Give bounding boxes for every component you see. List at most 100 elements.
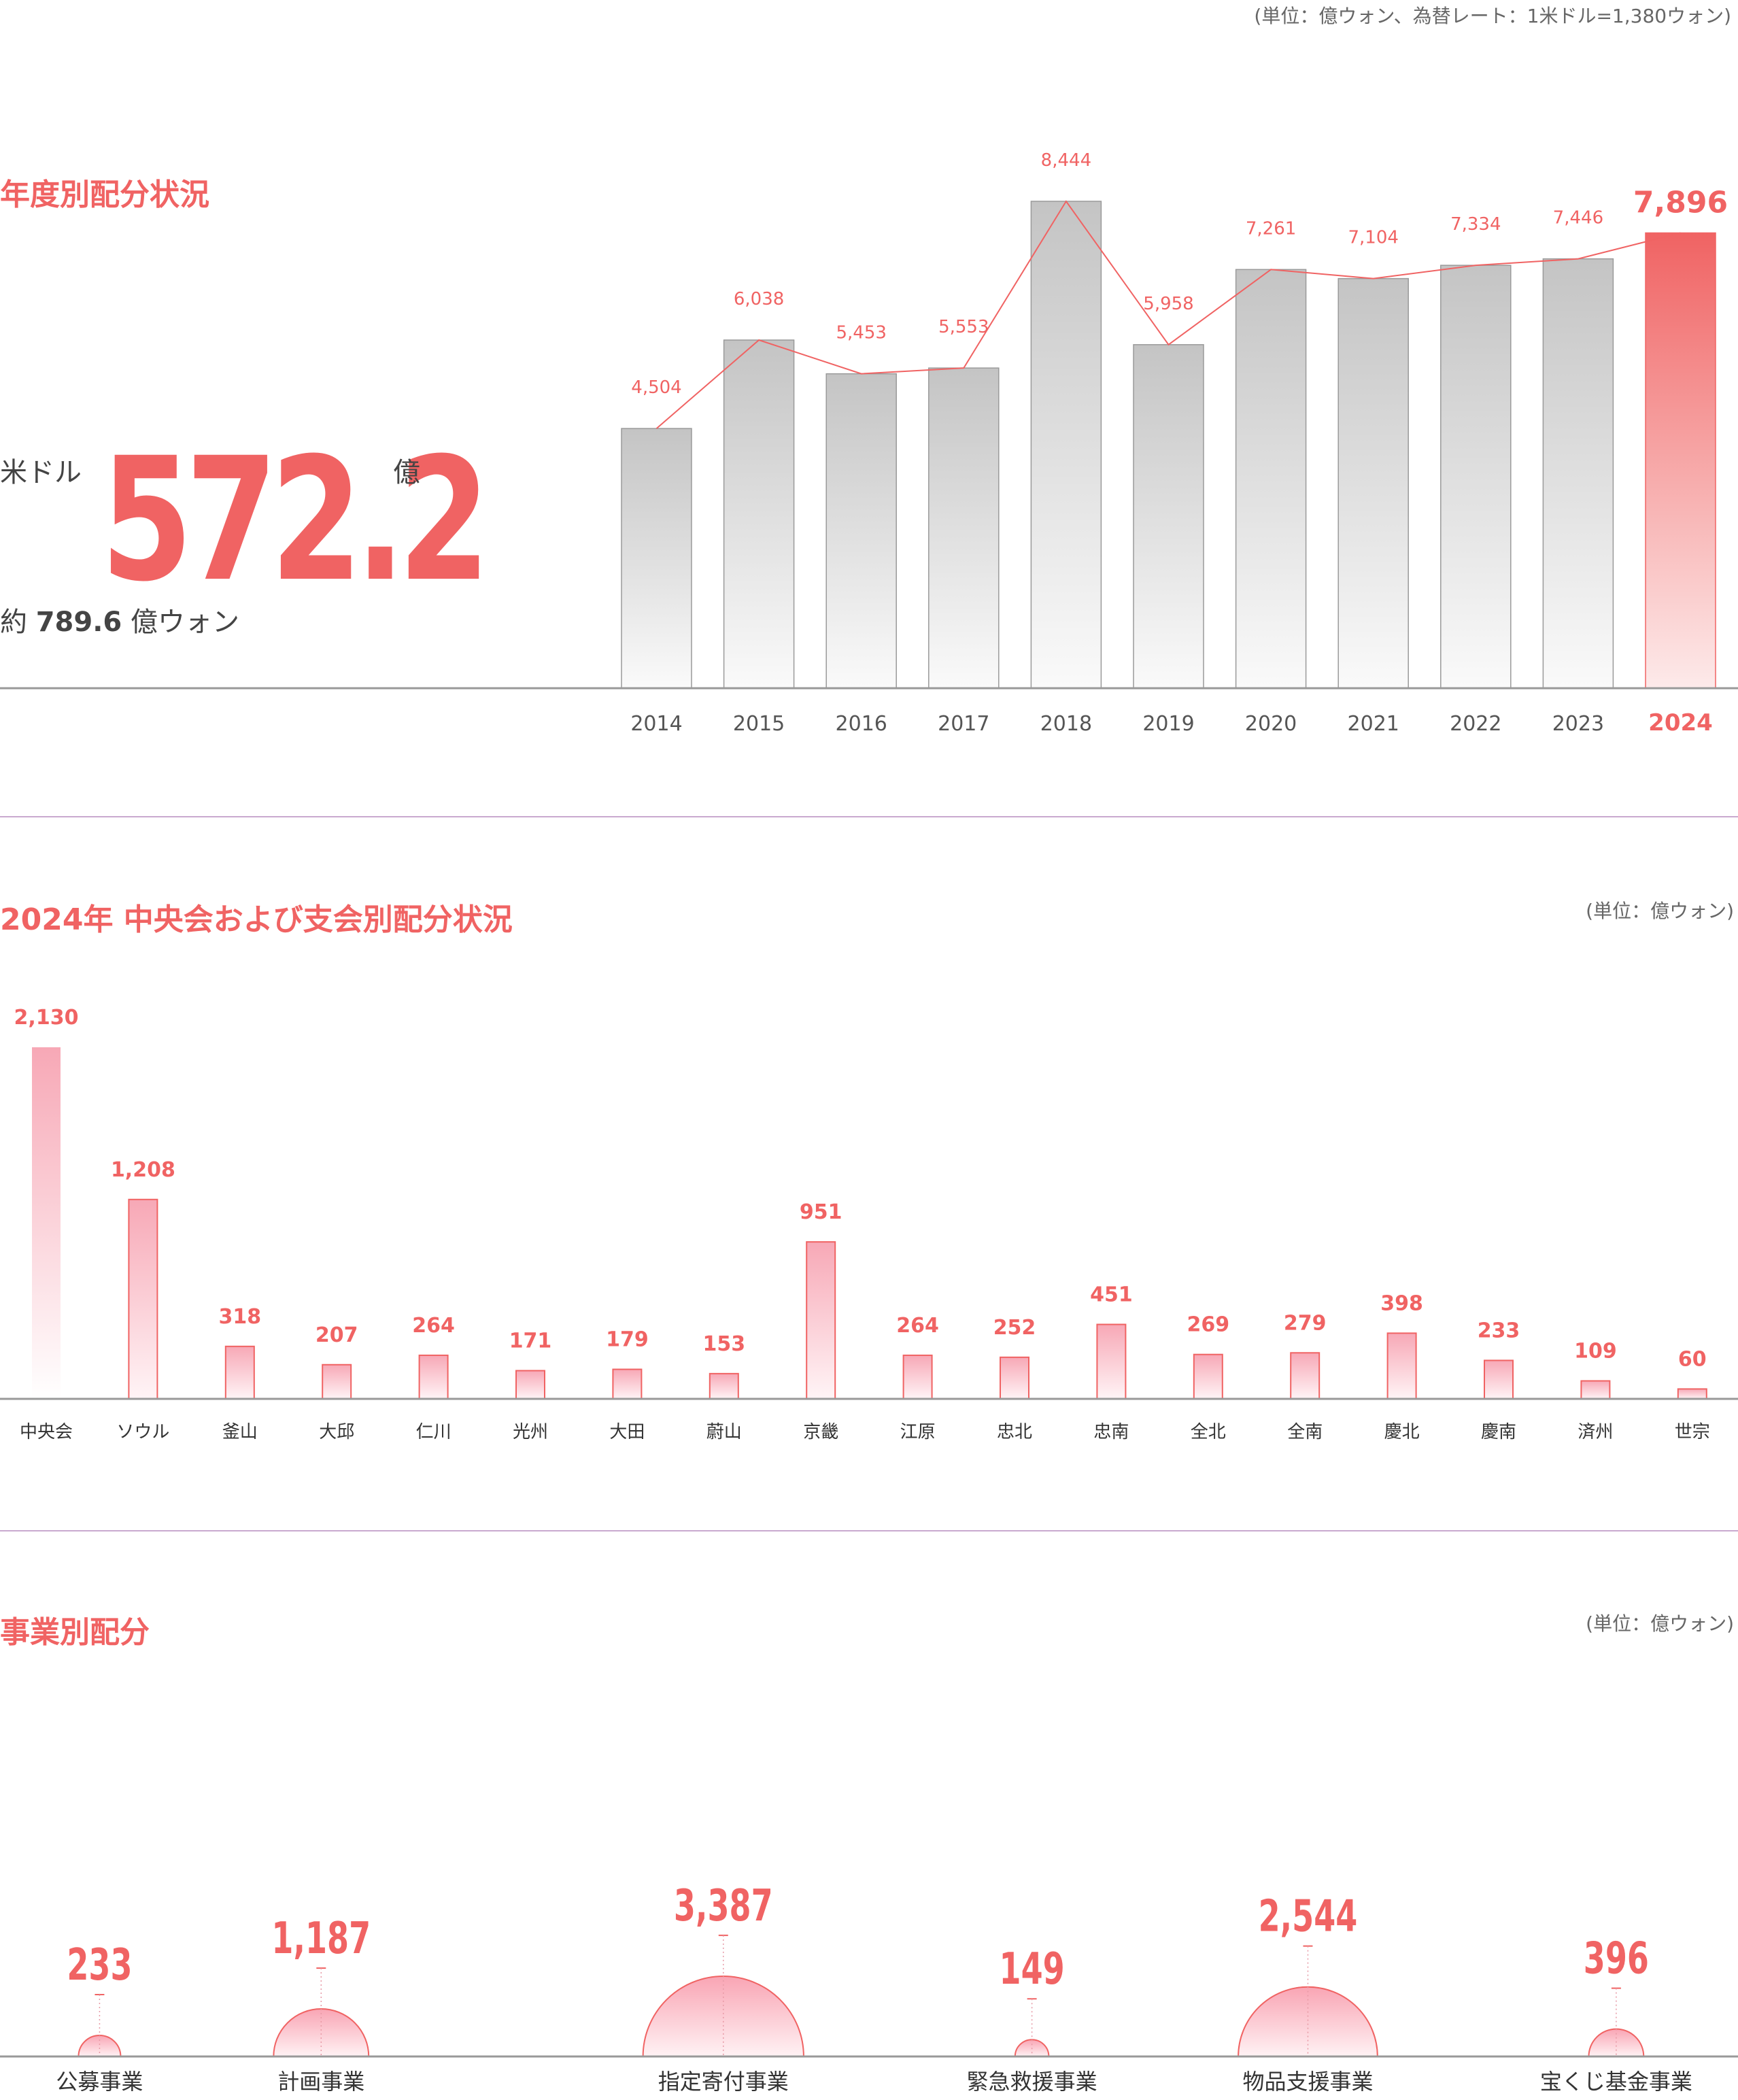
branch-label-済州: 済州 bbox=[1578, 1422, 1613, 1442]
branch-value-慶南: 233 bbox=[1478, 1319, 1520, 1342]
section-title-business: 事業別配分 bbox=[0, 1615, 150, 1650]
branch-value-全南: 279 bbox=[1284, 1311, 1327, 1335]
branch-value-全北: 269 bbox=[1187, 1313, 1229, 1337]
branch-value-中央会: 2,130 bbox=[14, 1006, 79, 1030]
dome-label-緊急救援事業: 緊急救援事業 bbox=[967, 2069, 1097, 2095]
dome-指定寄付事業 bbox=[642, 1976, 804, 2057]
value-label-2021: 7,104 bbox=[1348, 228, 1398, 248]
trend-line bbox=[655, 200, 1681, 429]
bar-2021 bbox=[1337, 277, 1409, 689]
branch-value-世宗: 60 bbox=[1678, 1347, 1707, 1371]
branch-value-ソウル: 1,208 bbox=[111, 1158, 175, 1182]
dome-value-計画事業: 1,187 bbox=[271, 1914, 371, 1965]
branch-label-仁川: 仁川 bbox=[416, 1422, 451, 1442]
x-label-2023: 2023 bbox=[1552, 712, 1604, 736]
branch-bar-忠北 bbox=[1000, 1356, 1029, 1400]
bar-2016 bbox=[825, 373, 897, 689]
x-label-2020: 2020 bbox=[1245, 712, 1297, 736]
branch-bar-ソウル bbox=[128, 1198, 158, 1400]
bar-2015 bbox=[723, 339, 795, 689]
dome-label-宝くじ基金事業: 宝くじ基金事業 bbox=[1540, 2069, 1692, 2095]
big-value-prefix: 米ドル bbox=[0, 457, 82, 488]
big-value: 572.2 bbox=[101, 421, 490, 619]
dome-label-物品支援事業: 物品支援事業 bbox=[1242, 2069, 1373, 2095]
branch-bar-慶南 bbox=[1484, 1359, 1514, 1400]
branch-label-京畿: 京畿 bbox=[803, 1422, 838, 1442]
big-value-suffix: 億 bbox=[393, 457, 420, 488]
branch-label-全北: 全北 bbox=[1191, 1422, 1226, 1442]
branch-bar-忠南 bbox=[1096, 1323, 1127, 1400]
dome-物品支援事業 bbox=[1238, 1986, 1378, 2057]
dome-value-宝くじ基金事業: 396 bbox=[1584, 1933, 1649, 1984]
branch-value-大田: 179 bbox=[606, 1328, 649, 1352]
bar-2023 bbox=[1542, 258, 1614, 689]
branch-value-慶北: 398 bbox=[1380, 1291, 1423, 1315]
x-label-2019: 2019 bbox=[1142, 712, 1194, 736]
business-chart: 233 公募事業 1,187 計画事業 3,387 指定寄付事業 149 緊急救援事業 2,54… bbox=[0, 1880, 1738, 2095]
branch-bar-全北 bbox=[1193, 1353, 1223, 1400]
bar-2017 bbox=[928, 367, 1000, 689]
dome-value-物品支援事業: 2,544 bbox=[1259, 1891, 1358, 1942]
branch-label-慶南: 慶南 bbox=[1481, 1422, 1516, 1442]
dome-value-緊急救援事業: 149 bbox=[1000, 1944, 1065, 1995]
dome-label-指定寄付事業: 指定寄付事業 bbox=[658, 2069, 789, 2095]
branch-label-蔚山: 蔚山 bbox=[706, 1422, 742, 1442]
dome-label-公募事業: 公募事業 bbox=[56, 2069, 143, 2095]
branch-chart: 2,130 中央会 1,208 ソウル 318 釜山 207 大邱 264 仁川 171 光州 179 大… bbox=[0, 1006, 1738, 1442]
value-label-2023: 7,446 bbox=[1553, 208, 1603, 228]
dome-計画事業 bbox=[273, 2008, 370, 2057]
x-label-2017: 2017 bbox=[938, 712, 989, 736]
branch-label-忠北: 忠北 bbox=[997, 1422, 1032, 1442]
exchange-rate-note: (単位：億ウォン、為替レート：1米ドル=1,380ウォン) bbox=[1254, 5, 1731, 27]
unit-note-business: (単位：億ウォン) bbox=[1586, 1612, 1734, 1635]
branch-bar-大田 bbox=[612, 1368, 643, 1400]
branch-bar-慶北 bbox=[1386, 1332, 1417, 1400]
branch-value-忠南: 451 bbox=[1090, 1283, 1133, 1307]
branch-value-光州: 171 bbox=[509, 1329, 552, 1353]
branch-bar-全南 bbox=[1290, 1352, 1320, 1400]
branch-bar-仁川 bbox=[418, 1354, 449, 1400]
bar-2019 bbox=[1133, 344, 1204, 689]
branch-value-蔚山: 153 bbox=[702, 1332, 745, 1356]
value-label-2017: 5,553 bbox=[938, 317, 989, 337]
branch-bar-京畿 bbox=[806, 1241, 836, 1400]
x-label-2014: 2014 bbox=[630, 712, 682, 736]
approx-value: 789.6 bbox=[35, 607, 122, 638]
branch-label-慶北: 慶北 bbox=[1384, 1422, 1420, 1442]
branch-label-釜山: 釜山 bbox=[222, 1422, 258, 1442]
branch-label-光州: 光州 bbox=[513, 1422, 548, 1442]
divider-2 bbox=[0, 1530, 1738, 1531]
branch-value-済州: 109 bbox=[1574, 1340, 1617, 1364]
bar-2020 bbox=[1235, 269, 1307, 689]
branch-bar-中央会 bbox=[32, 1047, 61, 1399]
branch-label-世宗: 世宗 bbox=[1675, 1422, 1710, 1442]
dome-label-計画事業: 計画事業 bbox=[277, 2069, 364, 2095]
x-label-2021: 2021 bbox=[1348, 712, 1399, 736]
value-label-2024: 7,896 bbox=[1633, 185, 1728, 220]
value-label-2014: 4,504 bbox=[631, 377, 681, 398]
branch-bar-光州 bbox=[515, 1370, 545, 1400]
branch-bar-蔚山 bbox=[709, 1372, 739, 1400]
value-label-2019: 5,958 bbox=[1143, 294, 1193, 314]
branch-label-全南: 全南 bbox=[1287, 1422, 1323, 1442]
dome-value-指定寄付事業: 3,387 bbox=[674, 1880, 773, 1931]
value-label-2015: 6,038 bbox=[734, 289, 784, 309]
approx-value-line: 約 789.6 億ウォン bbox=[0, 600, 239, 639]
x-label-2022: 2022 bbox=[1450, 712, 1501, 736]
value-label-2016: 5,453 bbox=[836, 323, 886, 343]
x-label-2024: 2024 bbox=[1648, 709, 1713, 736]
branch-label-大邱: 大邱 bbox=[319, 1422, 354, 1442]
section-title-yearly: 年度別配分状況 bbox=[0, 177, 209, 212]
divider-1 bbox=[0, 816, 1738, 817]
unit-note-branches: (単位：億ウォン) bbox=[1586, 900, 1734, 922]
branch-value-仁川: 264 bbox=[412, 1314, 455, 1338]
approx-prefix: 約 bbox=[0, 607, 27, 638]
branch-value-京畿: 951 bbox=[800, 1200, 842, 1224]
branch-value-忠北: 252 bbox=[993, 1316, 1036, 1340]
section-title-branches: 2024年 中央会および支会別配分状況 bbox=[0, 902, 513, 937]
branch-value-釜山: 318 bbox=[218, 1305, 261, 1329]
dome-宝くじ基金事業 bbox=[1588, 2028, 1645, 2057]
branch-bar-釜山 bbox=[224, 1345, 255, 1400]
branch-bar-済州 bbox=[1580, 1380, 1611, 1400]
value-label-2022: 7,334 bbox=[1450, 214, 1501, 235]
